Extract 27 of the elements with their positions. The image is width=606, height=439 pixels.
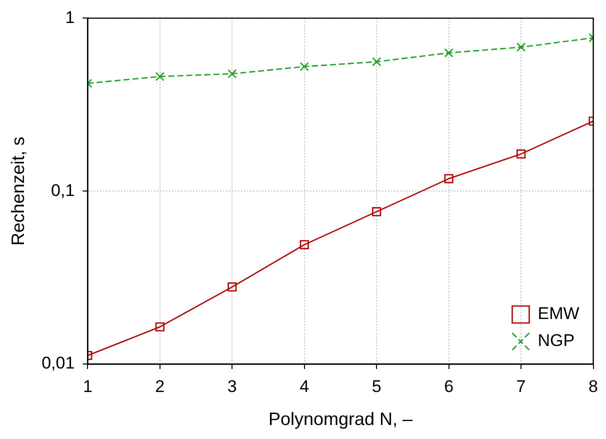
x-axis-title: Polynomgrad N, –: [268, 409, 413, 430]
y-tick-label: 0,01: [42, 354, 75, 373]
point: [300, 62, 309, 72]
point: [372, 57, 382, 66]
y-tick-label: 1: [65, 8, 75, 27]
point: [155, 322, 164, 332]
x-tick-label: 6: [444, 376, 454, 396]
x-tick-label: 7: [516, 376, 526, 396]
y-axis-title: Rechenzeit, s: [8, 136, 28, 246]
point: [516, 149, 526, 158]
x-tick-label: 4: [300, 376, 310, 396]
point: [228, 69, 237, 78]
x-tick-label: 8: [588, 376, 598, 396]
point: [444, 174, 454, 184]
legend-label: NGP: [538, 331, 575, 350]
point: [155, 72, 164, 82]
point: [516, 42, 526, 52]
x-tick-label: 3: [227, 376, 237, 396]
point: [444, 48, 454, 58]
x-tick-label: 1: [82, 376, 92, 396]
point: [300, 240, 309, 250]
point: [372, 207, 382, 216]
point: [228, 282, 237, 292]
x-tick-label: 2: [155, 376, 165, 396]
x-tick-label: 5: [372, 376, 382, 396]
y-tick-label: 0,1: [51, 180, 75, 200]
legend-label: EMW: [538, 304, 580, 324]
